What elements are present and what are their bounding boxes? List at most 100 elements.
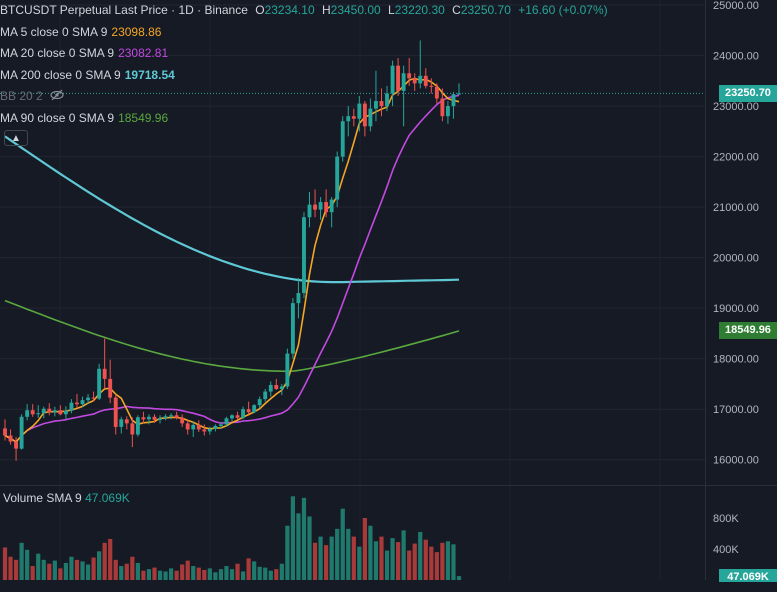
indicator-label: MA 200 close 0 SMA 9 <box>0 67 121 82</box>
indicator-bb[interactable]: BB 20 2 <box>0 86 612 108</box>
indicator-ma90[interactable]: MA 90 close 0 SMA 9 18549.96 <box>0 108 612 130</box>
volume-bar <box>52 560 57 580</box>
candle-body <box>429 85 434 87</box>
volume-legend[interactable]: Volume SMA 9 47.069K <box>3 491 130 505</box>
volume-bar <box>19 542 24 580</box>
candle-body <box>69 402 74 411</box>
volume-bar <box>252 561 257 580</box>
volume-bar <box>13 559 19 580</box>
volume-bar <box>163 571 168 580</box>
volume-bar <box>235 563 240 580</box>
open-label: O <box>255 3 265 17</box>
candle-body <box>158 418 162 420</box>
volume-bar <box>130 556 135 580</box>
candle-body <box>313 204 317 210</box>
volume-bar <box>395 542 401 580</box>
candle-body <box>102 368 107 379</box>
candle-body <box>257 399 262 406</box>
volume-tick-label: 400K <box>713 544 739 556</box>
ma200-line <box>4 135 460 284</box>
candle-body <box>401 73 406 91</box>
candle-body <box>25 410 30 417</box>
candle-body <box>124 419 129 424</box>
candle-body <box>224 418 229 425</box>
volume-tag: 47.069K <box>719 569 777 586</box>
volume-label: Volume SMA 9 <box>3 491 82 505</box>
candle-body <box>346 116 351 122</box>
volume-bar <box>423 539 428 580</box>
candle-body <box>302 217 306 294</box>
volume-bar <box>407 550 412 580</box>
indicator-value: 23098.86 <box>111 24 162 39</box>
candle-body <box>235 415 240 418</box>
volume-bar <box>174 570 179 580</box>
volume-bar <box>8 556 13 580</box>
volume-bar <box>202 569 207 580</box>
volume-value: 47.069K <box>85 491 130 505</box>
volume-bar <box>41 559 46 580</box>
volume-bar <box>196 567 201 580</box>
candle-body <box>108 378 113 398</box>
candle-body <box>279 386 284 390</box>
volume-bar <box>373 541 379 580</box>
volume-bar <box>412 543 417 580</box>
candle-body <box>185 423 190 430</box>
volume-bar <box>301 497 307 580</box>
candle-body <box>246 409 251 413</box>
grid <box>0 0 777 580</box>
candle-body <box>213 425 218 429</box>
volume-bar <box>362 518 367 580</box>
volume-axis: 400K 800K <box>713 513 739 556</box>
volume-bar <box>180 564 185 580</box>
candle-body <box>357 103 362 119</box>
candle-body <box>362 103 367 127</box>
candle-body <box>91 397 96 399</box>
candle-body <box>218 424 223 426</box>
time-axis <box>0 582 777 592</box>
candle-body <box>169 415 174 417</box>
eye-off-icon[interactable] <box>50 89 64 103</box>
volume-bar <box>290 496 296 580</box>
low-value: 23220.30 <box>394 3 445 17</box>
volume-bar <box>307 516 312 580</box>
volume-bar <box>418 531 423 580</box>
volume-bar <box>257 566 262 580</box>
price-tick-label: 25000.00 <box>713 0 759 12</box>
volume-bar <box>108 538 113 580</box>
price-tick-label: 17000.00 <box>713 404 759 416</box>
indicator-ma20[interactable]: MA 20 close 0 SMA 9 23082.81 <box>0 43 612 65</box>
volume-bar <box>445 541 451 580</box>
volume-bar <box>69 556 74 580</box>
candle-body <box>113 397 118 427</box>
volume-bar <box>384 550 390 580</box>
indicator-value: 19718.54 <box>124 67 175 82</box>
volume-bar <box>351 536 356 580</box>
volume-bar <box>312 542 318 580</box>
candle-body <box>135 417 140 435</box>
symbol-title[interactable]: BTCUSDT Perpetual Last Price · 1D · Bina… <box>0 3 248 17</box>
chart-legend: BTCUSDT Perpetual Last Price · 1D · Bina… <box>0 0 612 129</box>
candle-body <box>14 441 19 449</box>
candle-body <box>36 413 41 415</box>
ma20-line <box>4 94 460 443</box>
candle-body <box>75 402 79 405</box>
volume-bar <box>390 538 395 580</box>
volume-bar <box>213 572 218 580</box>
volume-bar <box>324 545 329 580</box>
indicator-ma200[interactable]: MA 200 close 0 SMA 9 19718.54 <box>0 65 612 87</box>
volume-bar <box>368 525 373 580</box>
volume-bar <box>119 566 124 580</box>
candle-body <box>307 204 312 218</box>
indicator-ma5[interactable]: MA 5 close 0 SMA 9 23098.86 <box>0 22 612 44</box>
candle-body <box>80 400 85 405</box>
candle-body <box>457 93 461 95</box>
ma5-line <box>4 77 460 443</box>
candle-body <box>3 428 7 436</box>
volume-bar <box>451 544 456 580</box>
candle-body <box>423 75 428 86</box>
candle-body <box>41 408 46 414</box>
ma90-line <box>4 299 460 373</box>
chevron-up-icon[interactable]: ▲ <box>4 130 28 146</box>
volume-bar <box>168 568 174 580</box>
